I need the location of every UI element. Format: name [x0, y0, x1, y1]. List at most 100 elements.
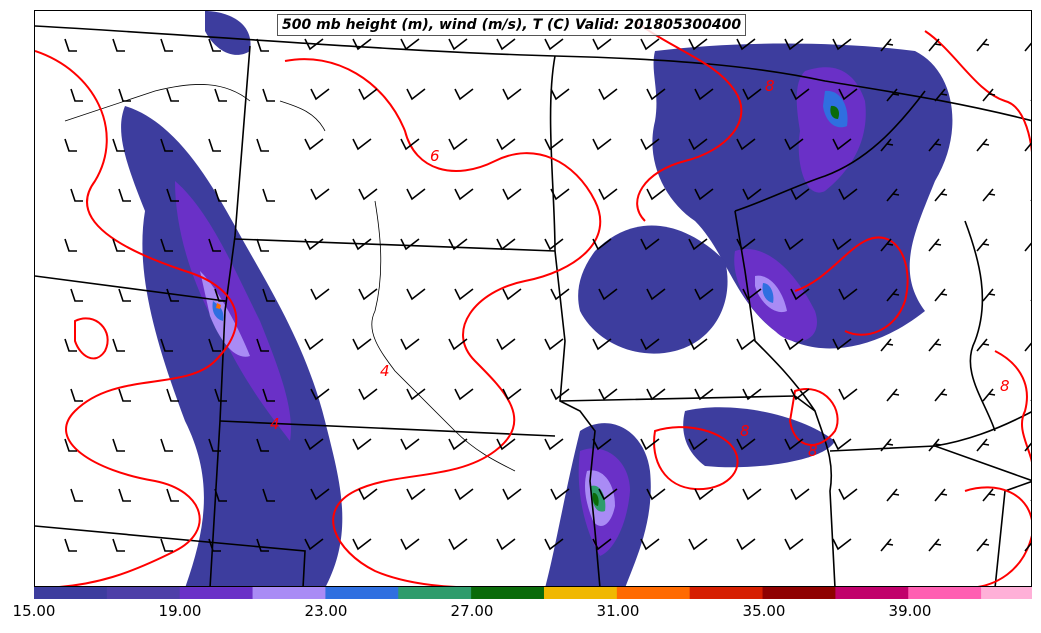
wind-barb — [838, 388, 858, 401]
wind-barb — [832, 38, 852, 51]
wind-barb — [406, 288, 426, 301]
wind-barb — [928, 238, 942, 252]
wind-barb — [934, 488, 948, 502]
wind-barb — [358, 388, 378, 401]
wind-barb — [688, 438, 708, 451]
wind-barb — [598, 388, 618, 401]
wind-barb — [976, 338, 990, 352]
wind-barb — [982, 88, 996, 102]
colorbar-segment — [616, 587, 691, 599]
wind-barb — [640, 138, 660, 151]
wind-barb — [160, 538, 173, 552]
wind-barb — [166, 188, 179, 202]
wind-barb — [1024, 242, 1031, 252]
colorbar-tick-label: 31.00 — [596, 602, 640, 620]
wind-barb — [976, 38, 990, 52]
wind-barb — [880, 438, 894, 452]
wind-barb — [928, 38, 942, 52]
wind-barb — [646, 388, 666, 401]
wind-barb — [742, 88, 762, 101]
wind-barb — [784, 438, 804, 451]
wind-barb — [310, 488, 330, 501]
wind-barb — [214, 288, 227, 302]
wind-barb — [592, 338, 612, 351]
wind-barb — [262, 388, 275, 402]
colorbar-segment — [762, 587, 836, 599]
colorbar-tick-label: 35.00 — [742, 602, 786, 620]
wind-barb — [406, 88, 426, 101]
wind-barb — [70, 188, 83, 202]
contour-label: 6 — [430, 147, 440, 165]
wind-barb — [166, 388, 179, 402]
contour-label: 4 — [380, 362, 390, 380]
wind-barb — [208, 338, 221, 352]
colorbar-tick-label: 27.00 — [450, 602, 494, 620]
wind-barb — [64, 238, 77, 252]
colorbar-segment — [252, 587, 326, 599]
wind-barb — [406, 488, 426, 501]
wind-barb — [736, 138, 756, 151]
wind-barb — [640, 38, 660, 51]
wind-barb — [694, 88, 714, 101]
wind-barb — [454, 488, 474, 501]
wind-barb — [1024, 342, 1031, 352]
wind-barb — [640, 338, 660, 351]
wind-barb — [208, 238, 221, 252]
wind-barb — [934, 388, 948, 402]
wind-barb — [502, 388, 522, 401]
wind-barb — [790, 188, 810, 201]
wind-barb — [688, 38, 708, 51]
wind-barb — [496, 338, 516, 351]
wind-barb — [502, 488, 522, 501]
wind-barb — [742, 188, 762, 201]
wind-barb — [160, 338, 173, 352]
wind-barb — [544, 238, 564, 251]
wind-barb — [358, 488, 378, 501]
contour-label: 8 — [740, 422, 750, 440]
wind-barb — [736, 238, 756, 251]
wind-barb — [214, 188, 227, 202]
wind-barb — [400, 138, 420, 151]
wind-barb — [166, 488, 179, 502]
wind-barb — [886, 488, 900, 502]
wind-barb — [208, 38, 221, 52]
wind-barb — [832, 338, 852, 351]
wind-barb — [502, 188, 522, 201]
wind-barb — [358, 288, 378, 301]
wind-barb — [640, 538, 660, 551]
wind-barb — [400, 538, 420, 551]
wind-barb — [304, 238, 324, 251]
wind-barb — [448, 538, 468, 551]
wind-barb — [400, 438, 420, 451]
map-canvas: 4 4 6 8 8 8 8 — [35, 11, 1031, 586]
wind-barb — [208, 138, 221, 152]
wind-barb — [208, 538, 221, 552]
wind-barb — [544, 438, 564, 451]
wind-barb — [784, 338, 804, 351]
colorbar-segment — [689, 587, 764, 599]
wind-barb — [448, 338, 468, 351]
wind-barb — [982, 488, 996, 502]
contour-label: 8 — [808, 442, 818, 460]
wind-barb — [64, 338, 77, 352]
wind-barb — [256, 138, 269, 152]
wind-barb — [262, 288, 275, 302]
colorbar-tick-label: 23.00 — [304, 602, 348, 620]
wind-barb — [880, 338, 894, 352]
wind-barb — [496, 38, 516, 51]
wind-barb — [310, 288, 330, 301]
colorbar-segment — [34, 587, 108, 599]
wind-barb — [688, 238, 708, 251]
wind-barb — [70, 388, 83, 402]
wind-barb — [592, 438, 612, 451]
map-title: 500 mb height (m), wind (m/s), T (C) Val… — [277, 14, 747, 36]
wind-barb — [64, 38, 77, 52]
colorbar-segment — [398, 587, 472, 599]
wind-barb — [400, 238, 420, 251]
wind-barb — [742, 388, 762, 401]
wind-barb — [982, 388, 996, 402]
wind-barb — [454, 388, 474, 401]
wind-barb — [736, 38, 756, 51]
wind-barb — [496, 238, 516, 251]
wind-barb — [406, 188, 426, 201]
